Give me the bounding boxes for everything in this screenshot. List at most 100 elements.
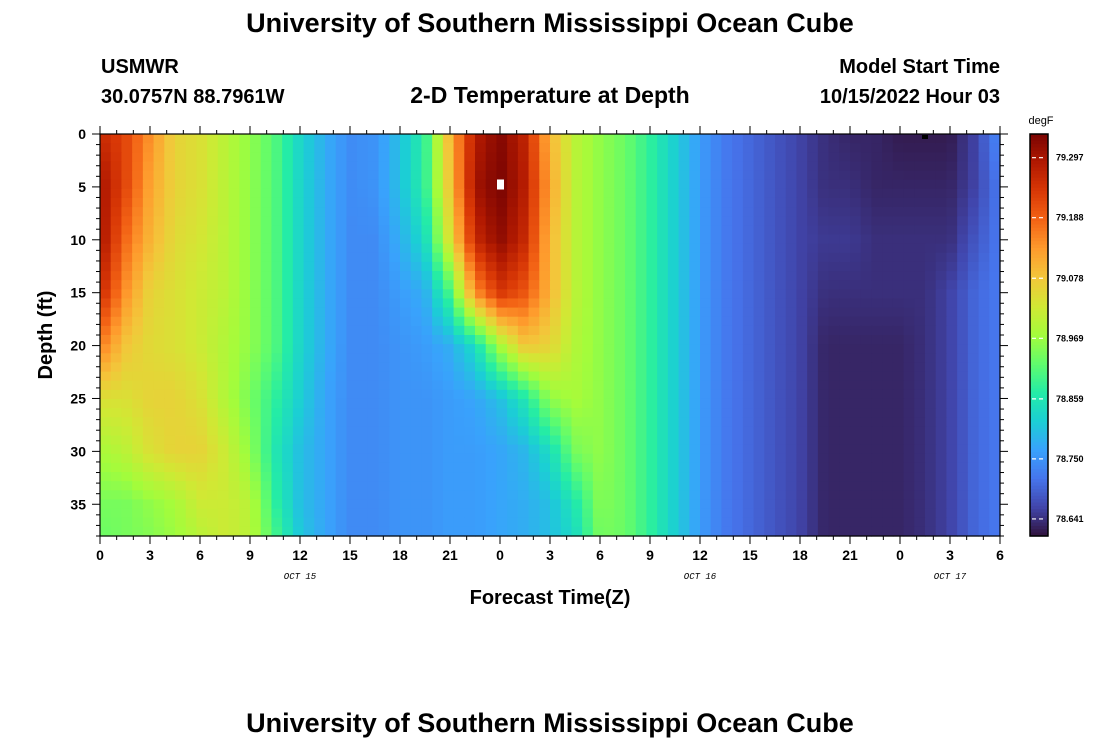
heatmap-cell: [250, 344, 262, 354]
heatmap-cell: [507, 444, 519, 455]
heatmap-cell: [142, 143, 155, 153]
heatmap-cell: [592, 179, 605, 190]
heatmap-cell: [346, 225, 358, 236]
heatmap-cell: [400, 243, 412, 254]
heatmap-cell: [914, 307, 926, 318]
heatmap-cell: [185, 371, 198, 382]
heatmap-cell: [871, 380, 883, 391]
heatmap-cell: [742, 508, 755, 519]
heatmap-cell: [314, 362, 326, 373]
heatmap-cell: [742, 453, 755, 464]
heatmap-cell: [828, 298, 840, 309]
heatmap-cell: [153, 188, 165, 199]
heatmap-cell: [603, 234, 615, 245]
heatmap-cell: [110, 216, 123, 226]
heatmap-cell: [657, 197, 669, 208]
heatmap-cell: [250, 161, 262, 172]
heatmap-cell: [175, 261, 187, 272]
heatmap-cell: [142, 316, 155, 327]
heatmap-cell: [442, 161, 455, 172]
heatmap-cell: [978, 481, 990, 491]
heatmap-cell: [678, 472, 690, 482]
heatmap-cell: [464, 362, 476, 373]
heatmap-cell: [592, 307, 605, 318]
heatmap-cell: [271, 426, 283, 437]
heatmap-cell: [946, 453, 958, 464]
heatmap-cell: [796, 499, 808, 510]
heatmap-cell: [442, 398, 455, 409]
x-tick-label: 15: [342, 547, 358, 563]
heatmap-cell: [603, 353, 615, 364]
heatmap-cell: [860, 143, 873, 153]
heatmap-cell: [742, 188, 755, 199]
heatmap-cell: [710, 161, 723, 172]
heatmap-cell: [571, 398, 583, 409]
heatmap-cell: [517, 252, 530, 263]
heatmap-cell: [282, 234, 294, 245]
heatmap-cell: [571, 426, 583, 437]
heatmap-cell: [700, 307, 712, 318]
heatmap-cell: [475, 170, 487, 181]
heatmap-cell: [110, 316, 123, 327]
heatmap-cell: [110, 143, 123, 153]
heatmap-cell: [796, 517, 808, 528]
heatmap-cell: [164, 371, 176, 382]
heatmap-cell: [410, 207, 423, 217]
heatmap-cell: [239, 508, 251, 519]
heatmap-cell: [550, 426, 562, 437]
heatmap-cell: [560, 225, 573, 236]
heatmap-cell: [807, 234, 819, 245]
heatmap-cell: [110, 152, 123, 163]
heatmap-cell: [539, 408, 551, 418]
heatmap-cell: [378, 280, 390, 290]
heatmap-cell: [175, 481, 187, 491]
heatmap-cell: [903, 243, 915, 254]
heatmap-cell: [325, 371, 337, 382]
heatmap-cell: [925, 197, 937, 208]
heatmap-cell: [796, 417, 808, 427]
heatmap-cell: [785, 316, 798, 327]
heatmap-cell: [657, 426, 669, 437]
heatmap-cell: [967, 188, 980, 199]
heatmap-cell: [100, 435, 112, 446]
heatmap-cell: [325, 389, 337, 400]
heatmap-cell: [303, 371, 315, 382]
heatmap-cell: [303, 143, 315, 153]
heatmap-cell: [614, 152, 626, 163]
heatmap-cell: [957, 152, 969, 163]
heatmap-cell: [935, 216, 948, 226]
heatmap-cell: [667, 344, 680, 354]
heatmap-cell: [700, 261, 712, 272]
heatmap-cell: [442, 188, 455, 199]
heatmap-cell: [775, 371, 787, 382]
heatmap-cell: [303, 472, 315, 482]
colorbar-step: [1030, 445, 1048, 450]
heatmap-cell: [935, 243, 948, 254]
heatmap-cell: [239, 207, 251, 217]
heatmap-cell: [807, 435, 819, 446]
heatmap-cell: [635, 170, 648, 181]
heatmap-cell: [239, 271, 251, 281]
heatmap-cell: [153, 261, 165, 272]
heatmap-cell: [635, 252, 648, 263]
colorbar-step: [1030, 140, 1048, 145]
heatmap-cell: [185, 170, 198, 181]
heatmap-cell: [796, 444, 808, 455]
heatmap-cell: [196, 508, 208, 519]
heatmap-cell: [967, 453, 980, 464]
heatmap-cell: [442, 371, 455, 382]
heatmap-cell: [689, 389, 701, 400]
colorbar-step: [1030, 465, 1048, 470]
heatmap-cell: [410, 225, 423, 236]
heatmap-cell: [753, 371, 765, 382]
heatmap-cell: [271, 380, 283, 391]
heatmap-cell: [646, 325, 658, 336]
heatmap-cell: [560, 380, 573, 391]
heatmap-cell: [464, 271, 476, 281]
heatmap-cell: [925, 271, 937, 281]
heatmap-cell: [432, 243, 444, 254]
heatmap-cell: [271, 462, 283, 473]
heatmap-cell: [882, 481, 894, 491]
heatmap-cell: [978, 207, 990, 217]
heatmap-cell: [989, 508, 1001, 519]
